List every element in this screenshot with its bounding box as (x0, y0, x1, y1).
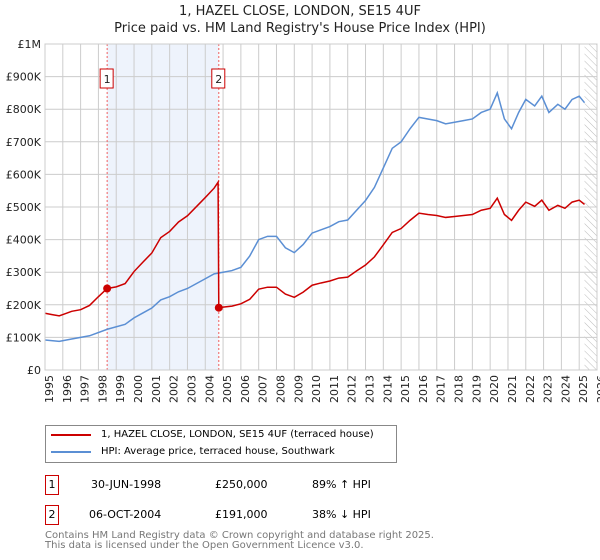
y-tick-label: £600K (6, 168, 42, 181)
legend-label: 1, HAZEL CLOSE, LONDON, SE15 4UF (terrac… (101, 429, 374, 440)
property-price-line (44, 179, 586, 317)
x-tick-label: 2012 (346, 375, 359, 403)
x-tick-label: 2015 (399, 375, 412, 403)
sale-label: 1 (104, 73, 111, 86)
x-tick-label: 2006 (239, 375, 252, 403)
sale-marker-badge: 1 (45, 475, 59, 495)
legend-item-property: 1, HAZEL CLOSE, LONDON, SE15 4UF (terrac… (51, 429, 374, 440)
x-tick-label: 1997 (79, 375, 92, 403)
x-tick-label: 2013 (364, 375, 377, 403)
x-tick-label: 2016 (417, 375, 430, 403)
y-tick-label: £500K (6, 201, 42, 214)
x-tick-label: 2022 (524, 375, 537, 403)
chart-title: 1, HAZEL CLOSE, LONDON, SE15 4UF (179, 4, 421, 19)
y-tick-label: £200K (6, 299, 42, 312)
y-tick-label: £700K (6, 136, 42, 149)
footer-licence: This data is licensed under the Open Gov… (45, 540, 364, 551)
sale-date: 06-OCT-2004 (89, 508, 162, 521)
x-tick-label: 2026 (595, 375, 600, 403)
footer-copyright: Contains HM Land Registry data © Crown c… (45, 530, 434, 541)
x-tick-label: 1998 (96, 375, 109, 403)
x-tick-label: 2008 (274, 375, 287, 403)
x-tick-label: 2025 (577, 375, 590, 403)
x-tick-label: 2019 (470, 375, 483, 403)
sale-marker-badge: 2 (45, 505, 59, 525)
sale-price: £250,000 (215, 478, 268, 491)
sale-point (103, 284, 112, 293)
sale-hpi-diff: 89% ↑ HPI (312, 478, 371, 491)
plot-frame (44, 43, 598, 371)
x-tick-label: 2011 (328, 375, 341, 403)
sale-price: £191,000 (215, 508, 268, 521)
x-tick-label: 2023 (542, 375, 555, 403)
y-tick-label: £100K (6, 331, 42, 344)
x-tick-label: 2020 (488, 375, 501, 403)
chart-subtitle: Price paid vs. HM Land Registry's House … (114, 21, 486, 36)
y-tick-label: £800K (6, 103, 42, 116)
sale-date: 30-JUN-1998 (91, 478, 162, 491)
y-tick-label: £300K (6, 266, 42, 279)
legend: 1, HAZEL CLOSE, LONDON, SE15 4UF (terrac… (45, 425, 397, 463)
sale-label-box (99, 68, 114, 89)
x-tick-label: 2018 (453, 375, 466, 403)
x-tick-label: 2024 (559, 375, 572, 403)
sale-hpi-diff: 38% ↓ HPI (312, 508, 371, 521)
y-tick-label: £0 (27, 364, 41, 377)
x-tick-label: 2000 (132, 375, 145, 403)
x-tick-label: 2010 (310, 375, 323, 403)
hpi-line (44, 90, 586, 343)
x-tick-label: 2014 (381, 375, 394, 403)
sale-label: 2 (215, 73, 222, 86)
price-chart: 1995 1996 1997 1998 1999 2000 2001 2002 2003 2004… (6, 38, 600, 403)
legend-label: HPI: Average price, terraced house, Sout… (101, 446, 335, 457)
x-tick-label: 2002 (168, 375, 181, 403)
y-tick-label: £900K (6, 71, 42, 84)
x-tick-label: 2005 (221, 375, 234, 403)
x-tick-label: 2007 (257, 375, 270, 403)
x-tick-label: 2001 (150, 375, 163, 403)
x-tick-label: 2009 (292, 375, 305, 403)
legend-item-hpi: HPI: Average price, terraced house, Sout… (51, 446, 335, 457)
sale-label-box (211, 68, 226, 89)
x-tick-label: 2017 (435, 375, 448, 403)
x-tick-label: 2003 (185, 375, 198, 403)
y-tick-label: £400K (6, 234, 42, 247)
footer: Contains HM Land Registry data © Crown c… (45, 531, 434, 551)
sale-point (214, 303, 223, 312)
legend-swatch-red (51, 433, 91, 436)
x-tick-label: 1995 (43, 375, 56, 403)
y-tick-label: £1M (18, 38, 42, 51)
x-tick-label: 2004 (203, 375, 216, 403)
x-tick-label: 1999 (114, 375, 127, 403)
legend-swatch-blue (51, 450, 91, 453)
x-tick-label: 1996 (61, 375, 74, 403)
x-tick-label: 2021 (506, 375, 519, 403)
